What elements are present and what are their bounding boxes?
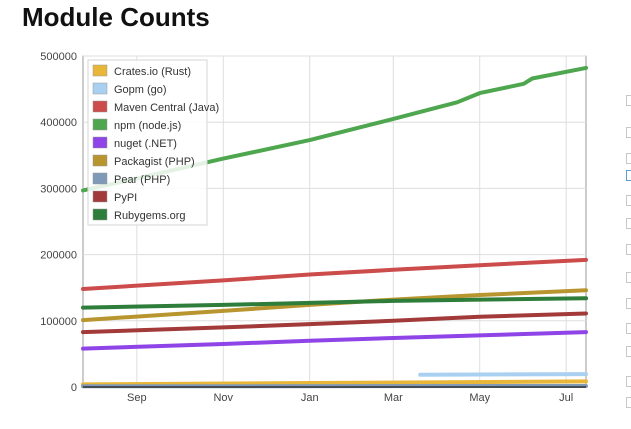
series-line-2 <box>81 257 588 291</box>
legend-label: PyPI <box>114 192 137 204</box>
legend-swatch <box>92 154 108 167</box>
x-tick-label: Jul <box>559 392 573 404</box>
legend-swatch <box>92 82 108 95</box>
edge-widget-9[interactable] <box>626 298 631 309</box>
page-title: Module Counts <box>22 2 210 32</box>
tick-labels: 0 100000 200000 300000 400000 500000 Sep Nov Jan… <box>40 51 573 404</box>
series-line-4 <box>81 330 588 351</box>
edge-widget-6[interactable] <box>626 218 631 229</box>
y-tick-label: 200000 <box>40 250 77 262</box>
legend-label: Packagist (PHP) <box>114 156 195 168</box>
y-tick-label: 0 <box>71 382 77 394</box>
series-line-8 <box>81 296 588 310</box>
legend-swatch <box>92 190 108 203</box>
legend-swatch <box>92 136 108 149</box>
edge-widget-13[interactable] <box>626 397 631 408</box>
edge-widget-11[interactable] <box>626 346 631 357</box>
legend-label: Pear (PHP) <box>114 174 170 186</box>
x-tick-label: Jan <box>301 392 319 404</box>
edge-widget-8[interactable] <box>626 272 631 283</box>
legend-label: Maven Central (Java) <box>114 102 219 114</box>
legend-label: Gopm (go) <box>114 84 167 96</box>
x-tick-label: Sep <box>127 392 147 404</box>
edge-widget-10[interactable] <box>626 323 631 334</box>
legend-box <box>87 59 208 226</box>
edge-widget-12[interactable] <box>626 376 631 387</box>
y-tick-label: 400000 <box>40 117 77 129</box>
legend-label: npm (node.js) <box>114 120 181 132</box>
edge-widget-2[interactable] <box>626 127 631 138</box>
edge-widget-7[interactable] <box>626 244 631 255</box>
edge-widget-5[interactable] <box>626 195 631 206</box>
series-line-0 <box>81 379 588 387</box>
y-tick-label: 300000 <box>40 183 77 195</box>
legend-swatch <box>92 64 108 77</box>
y-tick-label: 500000 <box>40 51 77 63</box>
x-tick-label: Nov <box>213 392 233 404</box>
series-line-1 <box>418 372 588 377</box>
legend-label: nuget (.NET) <box>114 138 177 150</box>
edge-widget-1[interactable] <box>626 95 631 106</box>
legend-swatch <box>92 118 108 131</box>
legend-swatch <box>92 172 108 185</box>
legend-label: Rubygems.org <box>114 210 186 222</box>
series-line-7 <box>81 311 588 335</box>
x-tick-label: May <box>469 392 490 404</box>
legend-swatch <box>92 100 108 113</box>
legend-label: Crates.io (Rust) <box>114 66 191 78</box>
legend-swatch <box>92 208 108 221</box>
y-tick-label: 100000 <box>40 316 77 328</box>
chart-legend: Crates.io (Rust) Gopm (go) Maven Central (… <box>87 59 219 226</box>
edge-widget-4[interactable] <box>626 170 631 181</box>
edge-widget-3[interactable] <box>626 153 631 164</box>
x-tick-label: Mar <box>384 392 403 404</box>
